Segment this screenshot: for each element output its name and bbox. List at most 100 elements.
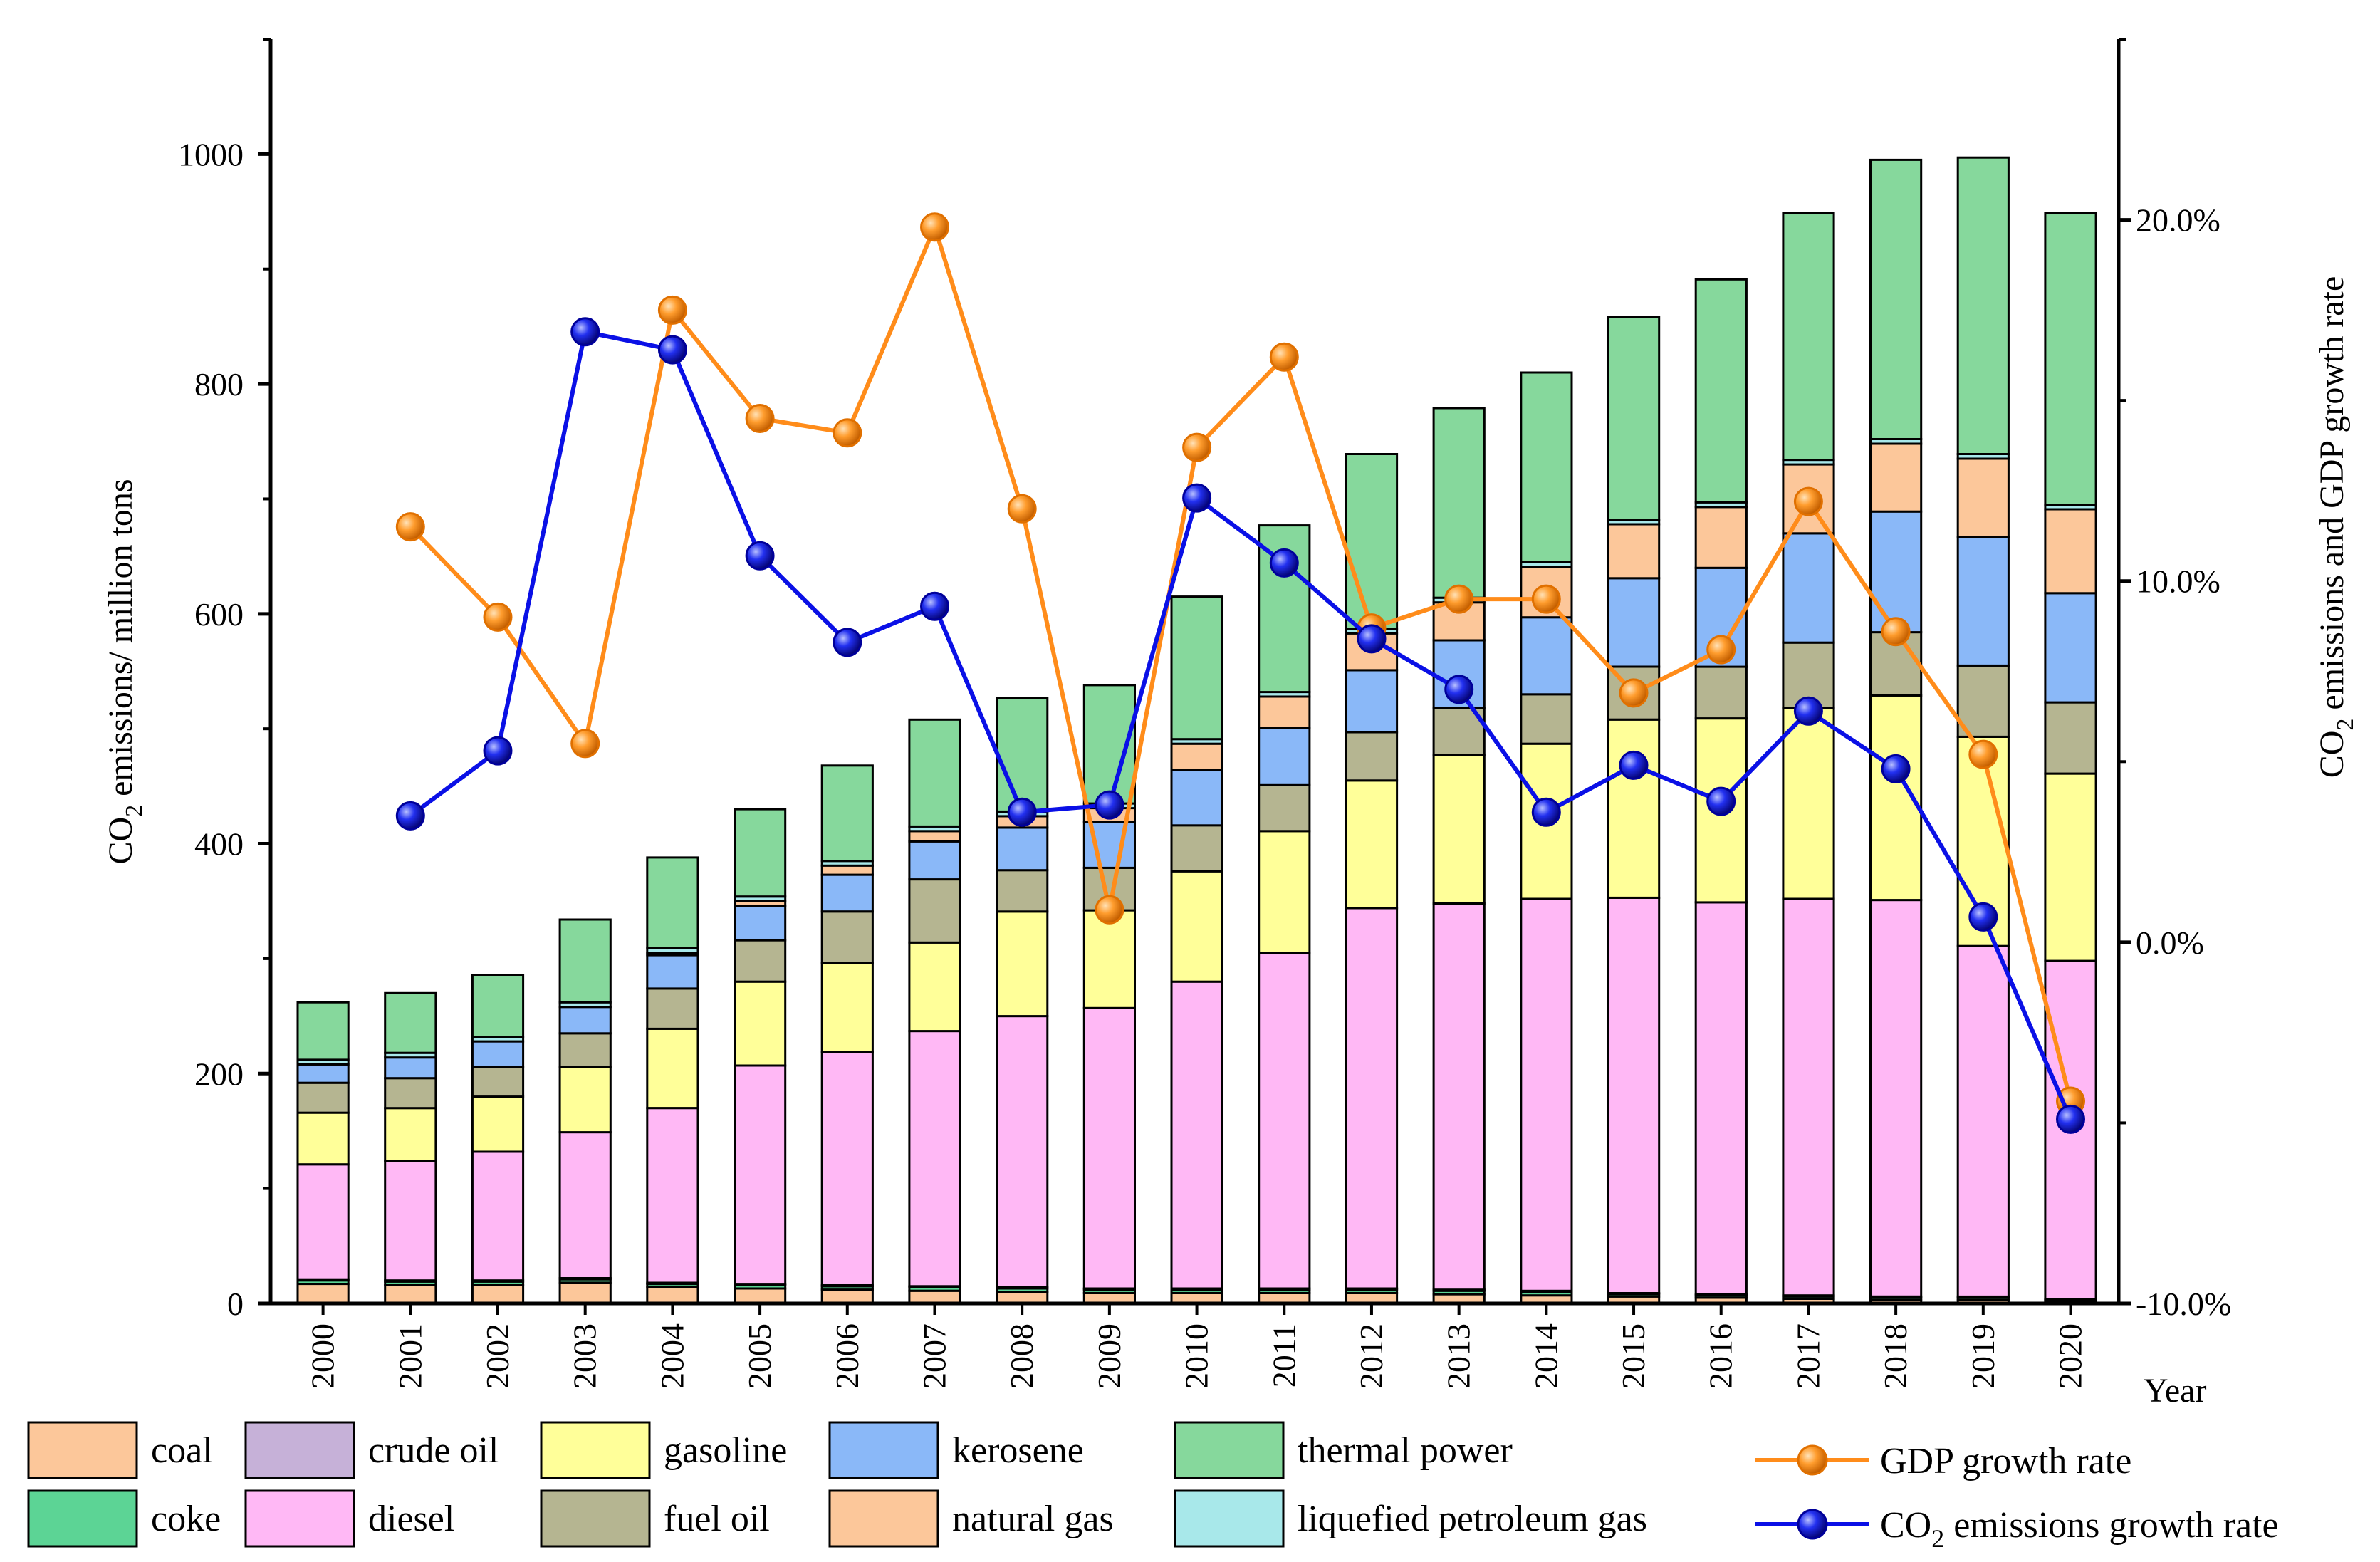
legend: coal crude oil gasoline kerosene thermal… (27, 1421, 2279, 1553)
x-tick-label-2016: 2016 (1703, 1323, 1739, 1389)
marker-co2-emissions-growth-rate-2003 (570, 317, 600, 347)
bar-kerosene-2001 (384, 1056, 437, 1080)
bar-thermal-power-2010 (1170, 595, 1223, 741)
bar-diesel-2018 (1869, 899, 1923, 1298)
x-tick-label-2004: 2004 (654, 1323, 690, 1389)
x-tick-label-2002: 2002 (479, 1323, 516, 1389)
left-tick-label-400: 400 (194, 826, 244, 863)
left-tick-label-200: 200 (194, 1056, 244, 1092)
bar-fuel-oil-2019 (1956, 664, 2010, 738)
left-axis-title-main: CO (102, 817, 140, 865)
bar-thermal-power-2005 (734, 808, 787, 898)
bar-thermal-power-2012 (1345, 453, 1399, 630)
legend-label-gasoline: gasoline (664, 1430, 787, 1471)
bar-natural-gas-2010 (1170, 742, 1223, 771)
legend-label-diesel: diesel (368, 1499, 454, 1539)
left-tick-label-1000: 1000 (178, 136, 244, 172)
marker-gdp-growth-rate-2006 (833, 418, 862, 448)
bar-coal-2004 (646, 1286, 699, 1305)
bar-gasoline-2011 (1258, 830, 1311, 954)
bar-natural-gas-2007 (908, 830, 961, 843)
left-tick-label-800: 800 (194, 366, 244, 402)
bar-fuel-oil-2014 (1520, 693, 1573, 745)
bar-coal-2003 (558, 1281, 612, 1305)
bar-diesel-2009 (1082, 1006, 1137, 1290)
marker-co2-emissions-growth-rate-2007 (920, 591, 949, 621)
legend-label-kerosene: kerosene (952, 1430, 1084, 1471)
bar-coal-2007 (908, 1289, 961, 1305)
bar-diesel-2013 (1432, 902, 1486, 1291)
marker-gdp-growth-rate-2002 (483, 602, 513, 632)
marker-co2-emissions-growth-rate-2001 (395, 801, 425, 831)
bar-gasoline-2000 (296, 1111, 350, 1166)
bar-thermal-power-2002 (471, 974, 525, 1038)
bar-thermal-power-2020 (2044, 212, 2097, 506)
legend-swatch-lpg (1174, 1489, 1285, 1548)
marker-gdp-growth-rate-2009 (1095, 895, 1124, 925)
right-axis-title-main: CO (2313, 731, 2351, 779)
bar-kerosene-2011 (1258, 727, 1311, 786)
bar-diesel-2019 (1956, 944, 2010, 1298)
bar-gasoline-2008 (996, 910, 1049, 1018)
x-tick-label-2009: 2009 (1091, 1323, 1127, 1389)
x-tick-label-2003: 2003 (567, 1323, 603, 1389)
marker-gdp-growth-rate-2017 (1793, 486, 1823, 516)
legend-label-co2: CO2 emissions growth rate (1880, 1505, 2279, 1553)
marker-co2-emissions-growth-rate-2005 (745, 541, 775, 571)
x-tick-label-2020: 2020 (2052, 1323, 2089, 1389)
x-axis-title: Year (2144, 1372, 2206, 1410)
bar-fuel-oil-2020 (2044, 701, 2097, 775)
bar-natural-gas-2016 (1694, 506, 1748, 569)
bar-kerosene-2010 (1170, 769, 1223, 827)
bar-gasoline-2009 (1082, 909, 1137, 1009)
bar-kerosene-2005 (734, 905, 787, 942)
x-tick-label-2012: 2012 (1353, 1323, 1389, 1389)
bar-fuel-oil-2004 (646, 987, 699, 1030)
bar-diesel-2017 (1782, 897, 1835, 1297)
left-tick-label-600: 600 (194, 596, 244, 632)
bar-kerosene-2017 (1782, 532, 1835, 644)
marker-co2-emissions-growth-rate-2012 (1357, 624, 1387, 654)
bar-gasoline-2001 (384, 1107, 437, 1162)
legend-label-gdp: GDP growth rate (1880, 1441, 2131, 1482)
bar-coal-2001 (384, 1284, 437, 1305)
bar-diesel-2002 (471, 1150, 525, 1282)
marker-gdp-growth-rate-2018 (1881, 617, 1911, 647)
bar-gasoline-2010 (1170, 870, 1223, 983)
axes (268, 39, 2121, 1306)
bar-thermal-power-2018 (1869, 158, 1923, 440)
marker-gdp-growth-rate-2019 (1968, 739, 1998, 769)
marker-gdp-growth-rate-2015 (1619, 678, 1649, 708)
marker-co2-emissions-growth-rate-2015 (1619, 750, 1649, 780)
bar-fuel-oil-2000 (296, 1081, 350, 1114)
marker-gdp-growth-rate-2013 (1444, 584, 1474, 614)
legend-swatch-kerosene (828, 1421, 939, 1479)
bar-gasoline-2017 (1782, 707, 1835, 900)
right-tick-label-0.0%: 0.0% (2136, 925, 2204, 961)
x-tick-label-2019: 2019 (1965, 1323, 2001, 1389)
x-tick-label-2005: 2005 (741, 1323, 778, 1389)
left-tick-label-0: 0 (227, 1286, 244, 1322)
marker-co2-emissions-growth-rate-2016 (1706, 786, 1736, 816)
x-tick-label-2011: 2011 (1265, 1323, 1302, 1387)
bar-fuel-oil-2011 (1258, 783, 1311, 833)
marker-co2-emissions-growth-rate-2014 (1531, 797, 1561, 827)
marker-gdp-growth-rate-2016 (1706, 635, 1736, 665)
legend-label-fuel-oil: fuel oil (664, 1499, 770, 1539)
bar-gasoline-2007 (908, 941, 961, 1033)
x-tick-label-2008: 2008 (1003, 1323, 1040, 1389)
bar-fuel-oil-2007 (908, 878, 961, 944)
legend-swatch-coke (27, 1489, 138, 1548)
marker-co2-emissions-growth-rate-2018 (1881, 754, 1911, 783)
x-tick-label-2018: 2018 (1877, 1323, 1914, 1389)
bar-kerosene-2012 (1345, 669, 1399, 734)
bar-kerosene-2006 (820, 873, 874, 913)
bar-fuel-oil-2010 (1170, 824, 1223, 873)
bar-diesel-2005 (734, 1064, 787, 1286)
bar-kerosene-2002 (471, 1040, 525, 1068)
bar-kerosene-2020 (2044, 592, 2097, 704)
legend-swatch-natural-gas (828, 1489, 939, 1548)
bar-gasoline-2005 (734, 980, 787, 1067)
bar-thermal-power-2013 (1432, 407, 1486, 599)
bar-thermal-power-2003 (558, 918, 612, 1004)
